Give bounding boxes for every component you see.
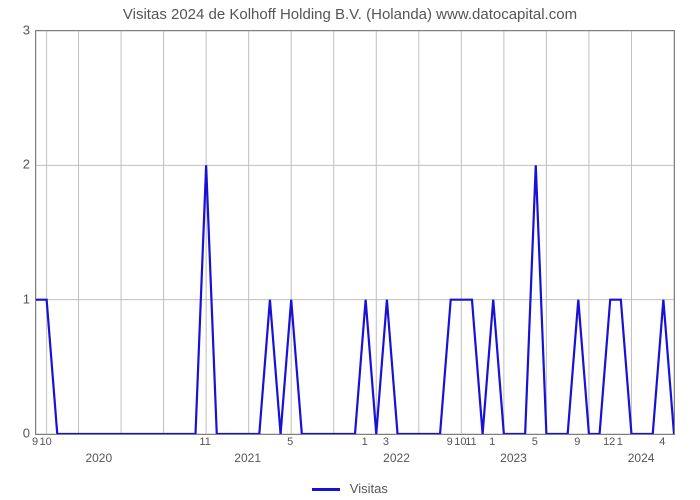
chart-svg: [36, 31, 674, 434]
x-month-label: 11: [465, 436, 476, 448]
x-year-label: 2022: [383, 451, 410, 465]
x-year-label: 2024: [628, 451, 655, 465]
y-tick-label: 0: [12, 426, 30, 441]
x-month-label: 5: [532, 436, 538, 448]
x-month-label: 1: [617, 436, 623, 448]
y-tick-label: 2: [12, 157, 30, 172]
x-month-label: 3: [383, 436, 389, 448]
x-month-label: 4: [659, 436, 665, 448]
x-month-label: 9: [32, 436, 38, 448]
legend-label: Visitas: [350, 481, 388, 496]
y-tick-label: 1: [12, 291, 30, 306]
plot-area: [35, 30, 675, 435]
x-month-label: 1: [489, 436, 495, 448]
chart-title: Visitas 2024 de Kolhoff Holding B.V. (Ho…: [0, 6, 700, 23]
x-month-label: 12: [603, 436, 615, 448]
x-month-label: 9: [447, 436, 453, 448]
y-tick-label: 3: [12, 23, 30, 38]
x-year-label: 2020: [85, 451, 112, 465]
x-month-label: 5: [287, 436, 293, 448]
x-year-label: 2021: [234, 451, 261, 465]
x-month-label: 9: [574, 436, 580, 448]
legend: Visitas: [0, 481, 700, 496]
x-month-label: 1: [362, 436, 368, 448]
x-month-label: 11: [199, 436, 210, 448]
x-month-label: 10: [40, 436, 52, 448]
x-year-label: 2023: [500, 451, 527, 465]
legend-swatch: [312, 488, 340, 491]
